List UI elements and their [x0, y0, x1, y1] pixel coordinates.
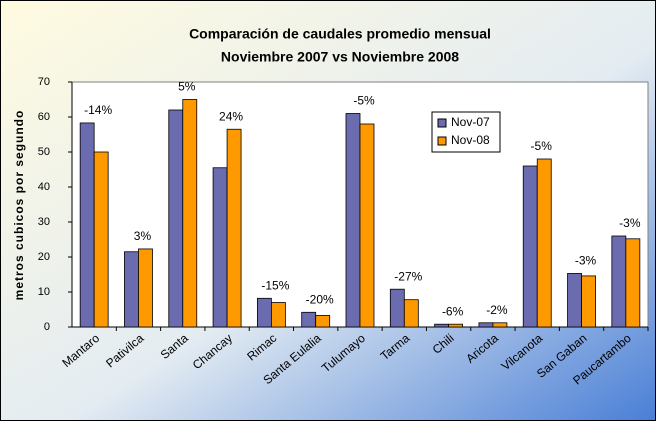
bar — [434, 323, 450, 328]
y-tick-label: 70 — [38, 76, 50, 88]
y-tick-label: 10 — [38, 286, 50, 298]
bar — [611, 235, 627, 328]
bar — [389, 288, 405, 328]
bar — [138, 248, 153, 328]
annotation: -15% — [261, 278, 289, 292]
y-tick-label: 40 — [38, 181, 50, 193]
chart-title: Comparación de caudales promedio mensual — [189, 26, 491, 42]
bar — [79, 122, 95, 328]
annotation: -5% — [531, 139, 553, 153]
bar — [448, 323, 464, 328]
bar — [301, 311, 317, 328]
annotation: -6% — [442, 304, 464, 318]
annotation: -3% — [575, 254, 597, 268]
annotation: -27% — [394, 269, 422, 283]
bar — [567, 273, 582, 328]
bar — [270, 302, 286, 328]
bar — [522, 165, 538, 328]
annotation: 3% — [134, 229, 152, 243]
legend-label: Nov-08 — [451, 133, 490, 147]
y-axis-label: metros cubicos por segundo — [12, 110, 26, 301]
annotation: -2% — [486, 303, 508, 317]
chart-subtitle: Noviembre 2007 vs Noviembre 2008 — [221, 49, 459, 65]
annotation: -14% — [84, 103, 112, 117]
bar — [536, 158, 552, 328]
legend-swatch — [437, 136, 447, 146]
bar — [345, 113, 361, 328]
bar — [581, 275, 596, 328]
annotation: -3% — [619, 216, 641, 230]
annotation: -5% — [353, 94, 375, 108]
legend-label: Nov-07 — [451, 115, 490, 129]
bar — [403, 299, 419, 328]
bar — [359, 123, 375, 328]
bar — [168, 109, 184, 328]
bar — [492, 322, 508, 328]
bar — [212, 167, 228, 328]
bar — [93, 151, 109, 328]
legend-swatch — [437, 118, 447, 128]
y-tick-label: 30 — [38, 216, 50, 228]
bar — [315, 315, 331, 328]
y-tick-label: 20 — [38, 251, 50, 263]
bar — [625, 238, 641, 328]
annotation: 24% — [219, 109, 243, 123]
bar — [124, 251, 139, 328]
annotation: -20% — [306, 292, 334, 306]
y-tick-label: 0 — [44, 321, 50, 333]
bar — [478, 322, 494, 328]
y-tick-label: 60 — [38, 111, 50, 123]
annotation: 5% — [178, 80, 196, 94]
y-tick-label: 50 — [38, 146, 50, 158]
bar — [226, 128, 242, 328]
bar — [182, 99, 198, 328]
bar — [256, 297, 272, 328]
